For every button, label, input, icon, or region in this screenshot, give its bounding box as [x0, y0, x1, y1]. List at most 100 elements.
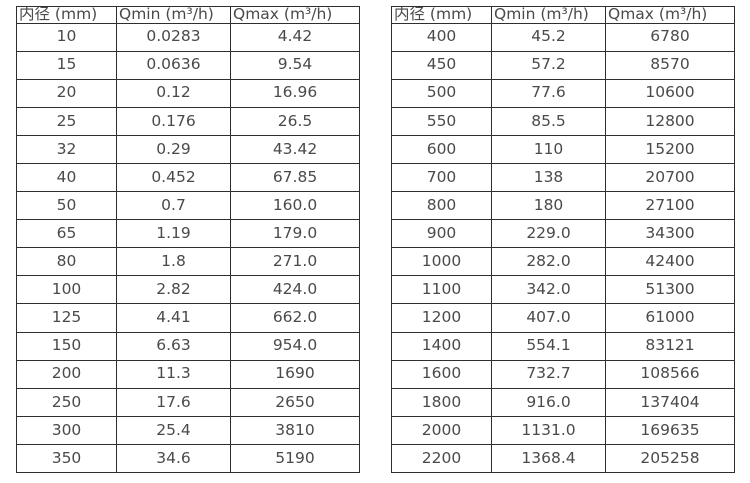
- cell-qmin: 282.0: [491, 247, 606, 277]
- cell-qmin: 85.5: [491, 106, 606, 136]
- cell-qmin: 1.19: [116, 219, 231, 249]
- table-row: 900 229.0 34300: [391, 219, 735, 249]
- table-row: 1800 916.0 137404: [391, 387, 735, 417]
- cell-diameter: 350: [16, 443, 117, 474]
- cell-qmin: 2.82: [116, 275, 231, 305]
- cell-diameter: 1600: [391, 359, 492, 389]
- cell-qmax: 137404: [605, 387, 735, 417]
- cell-qmin: 0.0283: [116, 22, 231, 52]
- cell-qmax: 662.0: [230, 303, 360, 333]
- cell-qmin: 4.41: [116, 303, 231, 333]
- cell-diameter: 50: [16, 191, 117, 221]
- cell-diameter: 150: [16, 331, 117, 361]
- table-row: 80 1.8 271.0: [16, 247, 360, 277]
- table-row: 25 0.176 26.5: [16, 106, 360, 136]
- cell-qmax: 34300: [605, 219, 735, 249]
- cell-diameter: 1200: [391, 303, 492, 333]
- cell-diameter: 65: [16, 219, 117, 249]
- cell-qmax: 51300: [605, 275, 735, 305]
- cell-qmax: 26.5: [230, 106, 360, 136]
- cell-qmin: 916.0: [491, 387, 606, 417]
- cell-diameter: 32: [16, 134, 117, 164]
- cell-diameter: 900: [391, 219, 492, 249]
- cell-qmin: 6.63: [116, 331, 231, 361]
- cell-qmin: 138: [491, 162, 606, 193]
- header-row: 内径 (mm) Qmin (m³/h) Qmax (m³/h): [391, 6, 735, 24]
- cell-diameter: 80: [16, 247, 117, 277]
- cell-diameter: 2000: [391, 415, 492, 445]
- cell-diameter: 1000: [391, 247, 492, 277]
- column-header-qmax: Qmax (m³/h): [605, 6, 735, 24]
- table-row: 125 4.41 662.0: [16, 303, 360, 333]
- table-row: 500 77.6 10600: [391, 78, 735, 108]
- cell-diameter: 15: [16, 50, 117, 80]
- cell-diameter: 250: [16, 387, 117, 417]
- cell-diameter: 300: [16, 415, 117, 445]
- table-row: 1400 554.1 83121: [391, 331, 735, 361]
- cell-qmin: 180: [491, 191, 606, 221]
- table-row: 150 6.63 954.0: [16, 331, 360, 361]
- flow-table-small-diameters: 内径 (mm) Qmin (m³/h) Qmax (m³/h) 10 0.0283 4.…: [16, 6, 360, 474]
- cell-qmin: 1368.4: [491, 443, 606, 474]
- cell-qmin: 25.4: [116, 415, 231, 445]
- table-row: 400 45.2 6780: [391, 22, 735, 52]
- cell-qmax: 3810: [230, 415, 360, 445]
- cell-qmax: 16.96: [230, 78, 360, 108]
- cell-qmin: 0.0636: [116, 50, 231, 80]
- cell-qmax: 10600: [605, 78, 735, 108]
- table-row: 2000 1131.0 169635: [391, 415, 735, 445]
- cell-diameter: 800: [391, 191, 492, 221]
- table-row: 300 25.4 3810: [16, 415, 360, 445]
- table-row: 10 0.0283 4.42: [16, 22, 360, 52]
- table-row: 800 180 27100: [391, 191, 735, 221]
- cell-qmax: 1690: [230, 359, 360, 389]
- table-row: 65 1.19 179.0: [16, 219, 360, 249]
- cell-qmin: 0.12: [116, 78, 231, 108]
- cell-qmin: 110: [491, 134, 606, 164]
- cell-diameter: 400: [391, 22, 492, 52]
- table-row: 40 0.452 67.85: [16, 162, 360, 193]
- cell-qmin: 0.29: [116, 134, 231, 164]
- cell-qmin: 77.6: [491, 78, 606, 108]
- cell-qmin: 45.2: [491, 22, 606, 52]
- cell-diameter: 700: [391, 162, 492, 193]
- column-header-diameter: 内径 (mm): [16, 6, 117, 24]
- cell-qmax: 20700: [605, 162, 735, 193]
- cell-qmax: 6780: [605, 22, 735, 52]
- cell-diameter: 1100: [391, 275, 492, 305]
- cell-qmin: 11.3: [116, 359, 231, 389]
- cell-qmax: 179.0: [230, 219, 360, 249]
- table-row: 1200 407.0 61000: [391, 303, 735, 333]
- cell-qmax: 43.42: [230, 134, 360, 164]
- table-row: 250 17.6 2650: [16, 387, 360, 417]
- cell-qmax: 271.0: [230, 247, 360, 277]
- table-row: 1600 732.7 108566: [391, 359, 735, 389]
- cell-qmin: 1131.0: [491, 415, 606, 445]
- cell-qmin: 0.452: [116, 162, 231, 193]
- cell-qmin: 554.1: [491, 331, 606, 361]
- cell-qmax: 205258: [605, 443, 735, 474]
- table-row: 700 138 20700: [391, 162, 735, 193]
- table-row: 32 0.29 43.42: [16, 134, 360, 164]
- cell-qmin: 732.7: [491, 359, 606, 389]
- table-row: 1000 282.0 42400: [391, 247, 735, 277]
- table-row: 200 11.3 1690: [16, 359, 360, 389]
- cell-qmax: 108566: [605, 359, 735, 389]
- cell-qmax: 169635: [605, 415, 735, 445]
- cell-diameter: 600: [391, 134, 492, 164]
- cell-diameter: 20: [16, 78, 117, 108]
- cell-diameter: 100: [16, 275, 117, 305]
- cell-qmax: 61000: [605, 303, 735, 333]
- cell-diameter: 550: [391, 106, 492, 136]
- cell-qmax: 67.85: [230, 162, 360, 193]
- table-row: 100 2.82 424.0: [16, 275, 360, 305]
- cell-diameter: 2200: [391, 443, 492, 474]
- cell-qmax: 42400: [605, 247, 735, 277]
- cell-qmin: 407.0: [491, 303, 606, 333]
- cell-qmin: 1.8: [116, 247, 231, 277]
- flow-table-large-diameters: 内径 (mm) Qmin (m³/h) Qmax (m³/h) 400 45.2 678…: [391, 6, 735, 474]
- cell-diameter: 10: [16, 22, 117, 52]
- cell-diameter: 1800: [391, 387, 492, 417]
- table-row: 550 85.5 12800: [391, 106, 735, 136]
